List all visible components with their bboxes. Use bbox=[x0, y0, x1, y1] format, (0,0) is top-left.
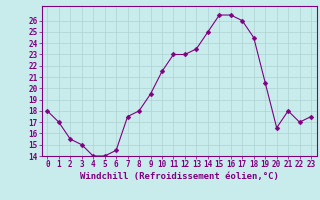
X-axis label: Windchill (Refroidissement éolien,°C): Windchill (Refroidissement éolien,°C) bbox=[80, 172, 279, 181]
